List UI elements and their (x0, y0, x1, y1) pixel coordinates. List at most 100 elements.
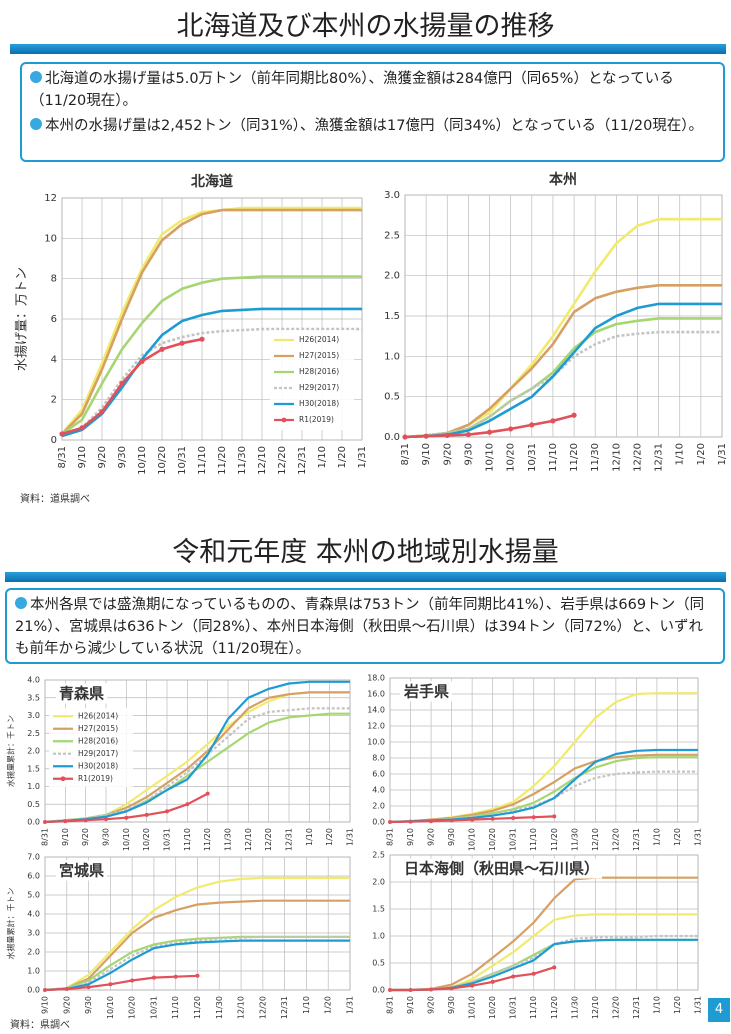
y-tick-label: 3.0 (384, 190, 400, 201)
x-tick-label: 9/30 (447, 828, 456, 846)
y-tick-label: 1.0 (27, 782, 40, 791)
x-tick-label: 12/31 (632, 828, 641, 851)
x-tick-label: 9/10 (421, 443, 432, 465)
y-tick-label: 0.5 (27, 800, 40, 809)
x-tick-label: 12/20 (277, 446, 288, 475)
series-line (61, 337, 203, 436)
series-line (404, 317, 722, 439)
x-tick-label: 9/20 (62, 996, 71, 1014)
point (43, 988, 47, 992)
x-tick-label: 10/20 (128, 996, 137, 1019)
point (571, 412, 577, 418)
point (552, 965, 557, 970)
series-line (404, 284, 722, 439)
x-tick-label: 1/31 (346, 996, 355, 1014)
chart-title: 日本海側（秋田県～石川県） (404, 860, 599, 878)
point (86, 985, 91, 990)
x-tick-label: 8/31 (386, 996, 395, 1014)
x-tick-label: 12/10 (237, 996, 246, 1019)
x-tick-label: 9/20 (442, 443, 453, 465)
x-tick-label: 12/10 (591, 828, 600, 851)
series-line (404, 330, 722, 439)
series-line (61, 208, 362, 435)
y-tick-label: 0.0 (372, 818, 385, 827)
x-tick-label: 8/31 (400, 443, 411, 465)
x-tick-label: 9/10 (61, 828, 70, 846)
x-tick-label: 11/20 (193, 996, 202, 1019)
title-bg (56, 683, 108, 704)
y-tick-label: 12 (44, 193, 57, 204)
y-tick-label: 0.0 (384, 432, 400, 443)
title-bg (56, 860, 108, 881)
x-tick-label: 11/20 (550, 996, 559, 1019)
legend-label: R1(2019) (299, 415, 334, 424)
legend-label: H30(2018) (78, 761, 118, 770)
section-title: 令和元年度 本州の地域別水揚量 (172, 537, 559, 568)
x-tick-label: 9/10 (77, 446, 88, 468)
x-tick-label: 11/20 (217, 446, 228, 475)
y-tick-label: 3.5 (27, 693, 40, 702)
point (173, 974, 178, 979)
y-tick-label: 1.5 (27, 764, 40, 773)
y-tick-label: 0 (51, 435, 57, 446)
point (151, 975, 156, 980)
series-line (61, 327, 362, 438)
point (63, 819, 68, 824)
point (449, 986, 454, 991)
x-tick-label: 1/31 (717, 443, 728, 465)
summary-box: 北海道の水揚げ量は5.0万トン（前年同期比80%）、漁獲金額は284億円（同65… (20, 62, 725, 162)
point (508, 426, 514, 432)
x-tick-label: 12/10 (244, 828, 253, 851)
point (64, 987, 69, 992)
series-line (404, 302, 722, 439)
y-tick-label: 1.0 (27, 967, 40, 976)
y-tick-label: 8 (51, 274, 57, 285)
x-tick-label: 1/31 (346, 828, 355, 846)
y-tick-label: 2.0 (384, 271, 400, 282)
x-tick-label: 1/20 (696, 443, 707, 465)
x-tick-label: 12/20 (258, 996, 267, 1019)
y-axis-label: 水揚げ量：万トン (14, 267, 30, 371)
point (470, 817, 475, 822)
x-tick-label: 12/20 (611, 828, 620, 851)
point (83, 818, 88, 823)
x-tick-label: 11/30 (590, 443, 601, 472)
point (490, 816, 495, 821)
y-tick-label: 1.5 (384, 311, 400, 322)
x-tick-label: 9/20 (427, 828, 436, 846)
x-tick-label: 1/10 (652, 828, 661, 846)
legend-marker (60, 776, 66, 782)
x-tick-label: 12/10 (591, 996, 600, 1019)
point (423, 433, 429, 439)
x-tick-label: 9/30 (463, 443, 474, 465)
x-tick-label: 12/10 (611, 443, 622, 472)
legend-label: H28(2016) (299, 367, 339, 376)
series-line (44, 680, 350, 824)
x-tick-label: 12/20 (632, 443, 643, 472)
y-tick-label: 7.0 (27, 853, 40, 862)
title-bg (401, 858, 603, 879)
chart-title: 北海道 (191, 173, 233, 190)
x-tick-label: 11/10 (197, 446, 208, 475)
x-tick-label: 10/10 (106, 996, 115, 1019)
x-tick-label: 12/31 (632, 996, 641, 1019)
y-axis-label: 水揚量累計：千トン (6, 715, 16, 787)
point (43, 820, 47, 824)
x-tick-label: 12/20 (611, 996, 620, 1019)
y-tick-label: 6 (51, 314, 57, 325)
x-tick-label: 1/31 (694, 996, 703, 1014)
x-tick-label: 11/10 (529, 996, 538, 1019)
x-tick-label: 9/10 (41, 996, 50, 1014)
y-tick-label: 6.0 (372, 770, 385, 779)
point (429, 987, 434, 992)
section-title: 北海道及び本州の水揚量の推移 (176, 11, 555, 42)
y-tick-label: 14.0 (367, 706, 385, 715)
x-tick-label: 8/31 (57, 446, 68, 468)
y-tick-label: 8.0 (372, 754, 385, 763)
point (59, 431, 65, 437)
series-line (61, 307, 362, 438)
title-bar (10, 44, 726, 54)
title-bg (400, 681, 453, 702)
y-tick-label: 0.0 (372, 986, 385, 995)
